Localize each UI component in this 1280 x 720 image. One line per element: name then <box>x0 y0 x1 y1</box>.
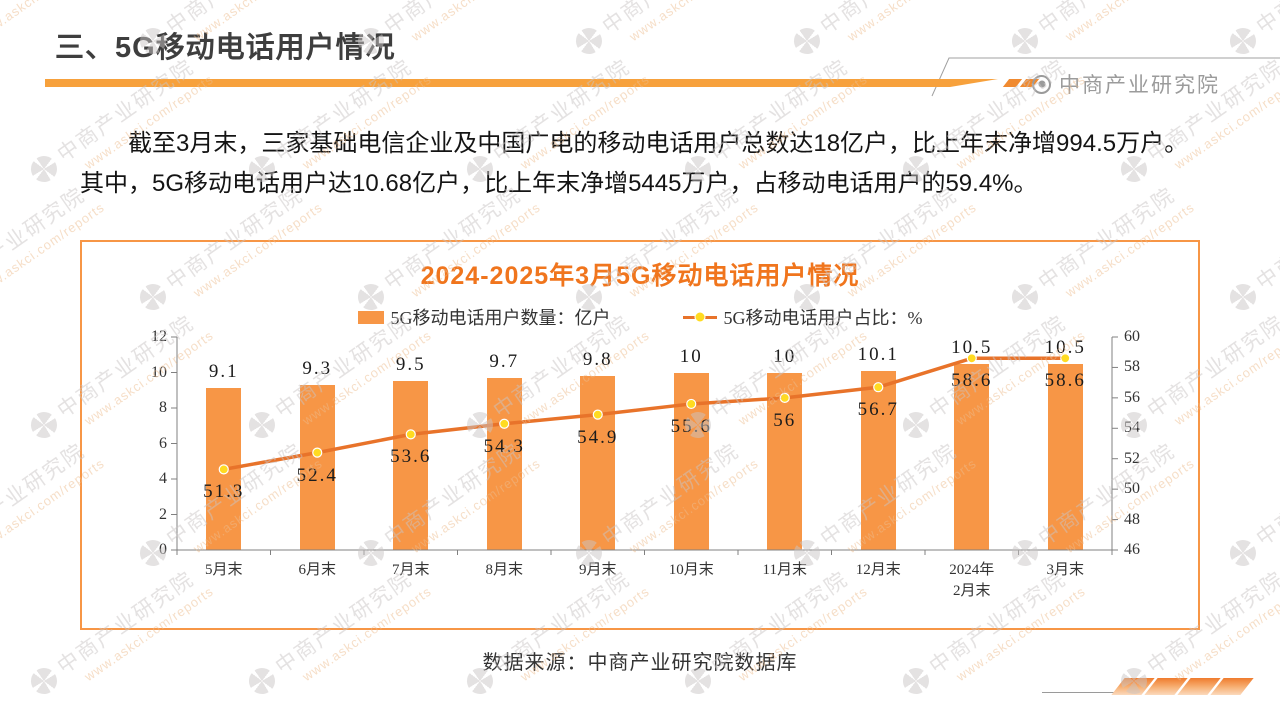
line-point <box>218 464 229 475</box>
line-value-label: 52.4 <box>296 464 338 486</box>
bar-value-label: 10 <box>773 345 797 367</box>
line-point <box>873 382 884 393</box>
y-axis-tick-left: 8 <box>159 399 167 416</box>
y-axis-tick-left: 2 <box>159 505 167 523</box>
line-value-label: 51.3 <box>203 481 245 503</box>
x-axis-label: 2024年 2月末 <box>949 562 995 599</box>
circle-dot-icon <box>1032 74 1051 94</box>
bar-12月末 <box>860 370 896 550</box>
line-point <box>1060 353 1071 364</box>
bar-value-label: 9.5 <box>395 354 426 376</box>
watermark-logo-icon <box>1224 22 1262 60</box>
bar-value-label: 10.1 <box>857 343 899 365</box>
data-source-text: 数据来源：中商产业研究院数据库 <box>482 652 798 674</box>
line-point <box>966 353 977 364</box>
legend-bar-label: 5G移动电话用户数量：亿户 <box>390 308 611 328</box>
bar-value-label: 10.5 <box>951 336 993 358</box>
intro-line-1: 截至3月末，三家基础电信企业及中国广电的移动电话用户总数达18亿户，比上年末净增… <box>128 130 1189 157</box>
legend-item-line-series: 5G移动电话用户占比：% <box>682 304 923 330</box>
bar-8月末 <box>486 377 522 550</box>
brand-logo-text: 中商产业研究院 <box>1059 74 1220 97</box>
chart-axes-and-line <box>171 336 1118 555</box>
watermark-logo-icon <box>1006 22 1044 60</box>
y-axis-tick-right: 60 <box>1124 328 1140 345</box>
y-axis-tick-left: 4 <box>159 470 167 487</box>
intro-paragraph: 截至3月末，三家基础电信企业及中国广电的移动电话用户总数达18亿户，比上年末净增… <box>80 124 1200 204</box>
line-point <box>312 447 323 458</box>
line-point <box>686 398 697 410</box>
bar-3月末 <box>1047 363 1083 550</box>
x-axis-label: 6月末 <box>298 562 337 578</box>
y-axis-tick-right: 52 <box>1124 449 1140 467</box>
line-value-label: 56.7 <box>857 399 899 421</box>
line-point <box>592 409 603 420</box>
watermark-logo-icon <box>25 150 63 188</box>
x-axis-label: 7月末 <box>391 562 430 578</box>
line-value-label: 54.3 <box>483 435 525 457</box>
bar-value-label: 10 <box>679 345 703 367</box>
watermark-logo-icon <box>1224 534 1262 572</box>
bar-9月末 <box>580 376 616 550</box>
y-axis-tick-left: 10 <box>151 363 167 381</box>
x-axis-label: 5月末 <box>204 562 243 578</box>
watermark-logo-icon <box>25 406 63 444</box>
y-axis-tick-left: 12 <box>151 328 167 345</box>
line-value-label: 56 <box>773 409 797 431</box>
bar-2024年2月末 <box>954 363 990 550</box>
page-title: 三、5G移动电话用户情况 <box>55 32 396 64</box>
y-axis-tick-right: 58 <box>1124 358 1140 376</box>
line-point <box>779 392 790 403</box>
line-value-label: 58.6 <box>951 370 993 392</box>
watermark-logo-icon <box>570 22 608 60</box>
y-axis-tick-right: 56 <box>1124 388 1140 406</box>
line-point <box>405 429 416 440</box>
chart-plot: 0 2 4 6 8 10 12 46 48 50 52 54 56 58 60 9.1 5月末 9.3 6月末 9.5… <box>82 242 1198 628</box>
y-axis-tick-right: 50 <box>1124 480 1140 498</box>
x-axis-label: 3月末 <box>1046 562 1085 578</box>
x-axis-label: 12月末 <box>855 562 901 578</box>
intro-line-2: 其中，5G移动电话用户达10.68亿户，比上年末净增5445万户，占移动电话用户… <box>80 170 1038 197</box>
line-series-swatch-icon <box>682 315 717 319</box>
bar-6月末 <box>299 384 335 550</box>
bar-7月末 <box>393 381 429 550</box>
bar-value-label: 9.7 <box>489 350 520 372</box>
title-underline-bar <box>45 79 998 87</box>
line-value-label: 54.9 <box>577 426 619 448</box>
y-axis-tick-left: 6 <box>159 434 167 452</box>
chart-title: 2024-2025年3月5G移动电话用户情况 <box>420 262 860 290</box>
line-value-label: 53.6 <box>390 446 432 468</box>
bar-value-label: 9.3 <box>302 357 333 379</box>
x-axis-label: 8月末 <box>485 562 524 578</box>
bar-value-label: 10.5 <box>1044 336 1086 358</box>
x-axis-label: 10月末 <box>668 562 714 578</box>
bar-value-label: 9.1 <box>208 361 239 383</box>
watermark-logo-icon <box>1224 278 1262 316</box>
line-value-label: 55.6 <box>670 415 712 437</box>
y-axis-tick-right: 48 <box>1124 510 1140 528</box>
watermark-logo-icon <box>788 22 826 60</box>
brand-logo: 中商产业研究院 <box>1032 69 1220 99</box>
footer-rule-line <box>1042 692 1116 693</box>
chart-legend: 5G移动电话用户数量：亿户 5G移动电话用户占比：% <box>82 304 1198 330</box>
bar-value-label: 9.8 <box>582 349 613 371</box>
y-axis-tick-right: 46 <box>1124 541 1140 558</box>
line-value-label: 58.6 <box>1044 370 1086 392</box>
chart-card: 2024-2025年3月5G移动电话用户情况 5G移动电话用户数量：亿户 5G移… <box>80 240 1200 630</box>
legend-line-label: 5G移动电话用户占比：% <box>723 308 923 328</box>
line-point <box>499 418 510 429</box>
